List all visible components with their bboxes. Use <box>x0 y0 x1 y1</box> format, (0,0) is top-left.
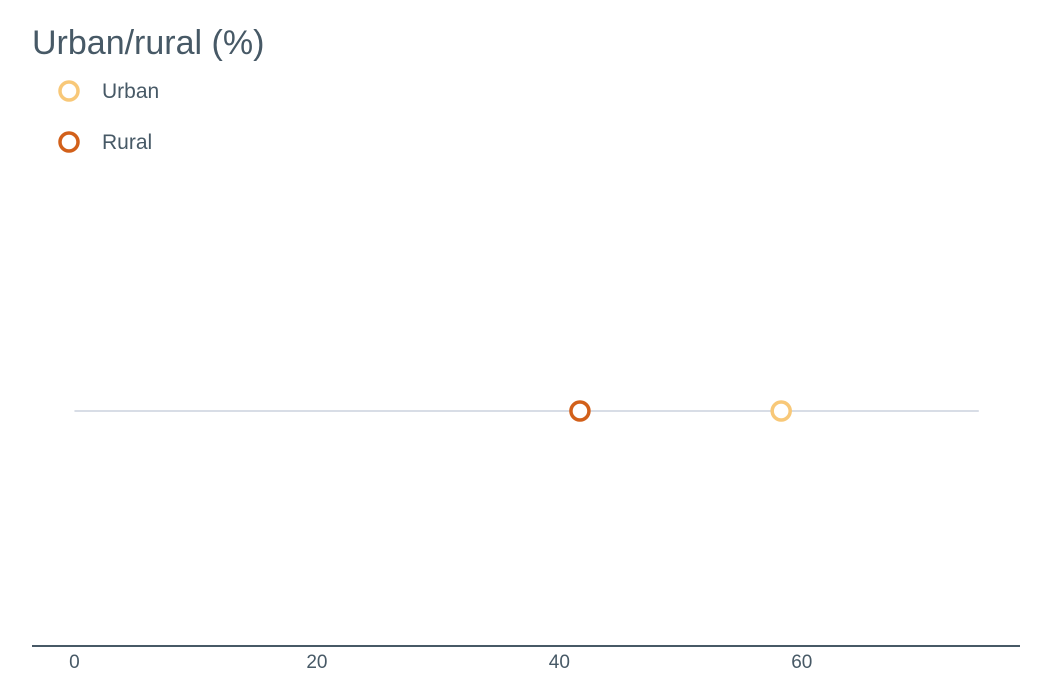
x-tick-label: 20 <box>306 652 327 673</box>
x-axis-ticks: 0 20 40 60 <box>69 652 812 673</box>
legend-label-urban: Urban <box>102 80 159 103</box>
x-tick-label: 40 <box>549 652 570 673</box>
x-tick-label: 60 <box>791 652 812 673</box>
chart-title: Urban/rural (%) <box>32 24 264 62</box>
legend-marker-rural[interactable] <box>58 131 80 153</box>
legend-marker-urban[interactable] <box>58 80 80 102</box>
data-point-rural[interactable] <box>569 400 591 422</box>
data-point-urban[interactable] <box>770 400 792 422</box>
data-points <box>569 400 792 422</box>
x-tick-label: 0 <box>69 652 80 673</box>
legend-label-rural: Rural <box>102 131 152 154</box>
legend: Urban Rural <box>58 80 159 154</box>
